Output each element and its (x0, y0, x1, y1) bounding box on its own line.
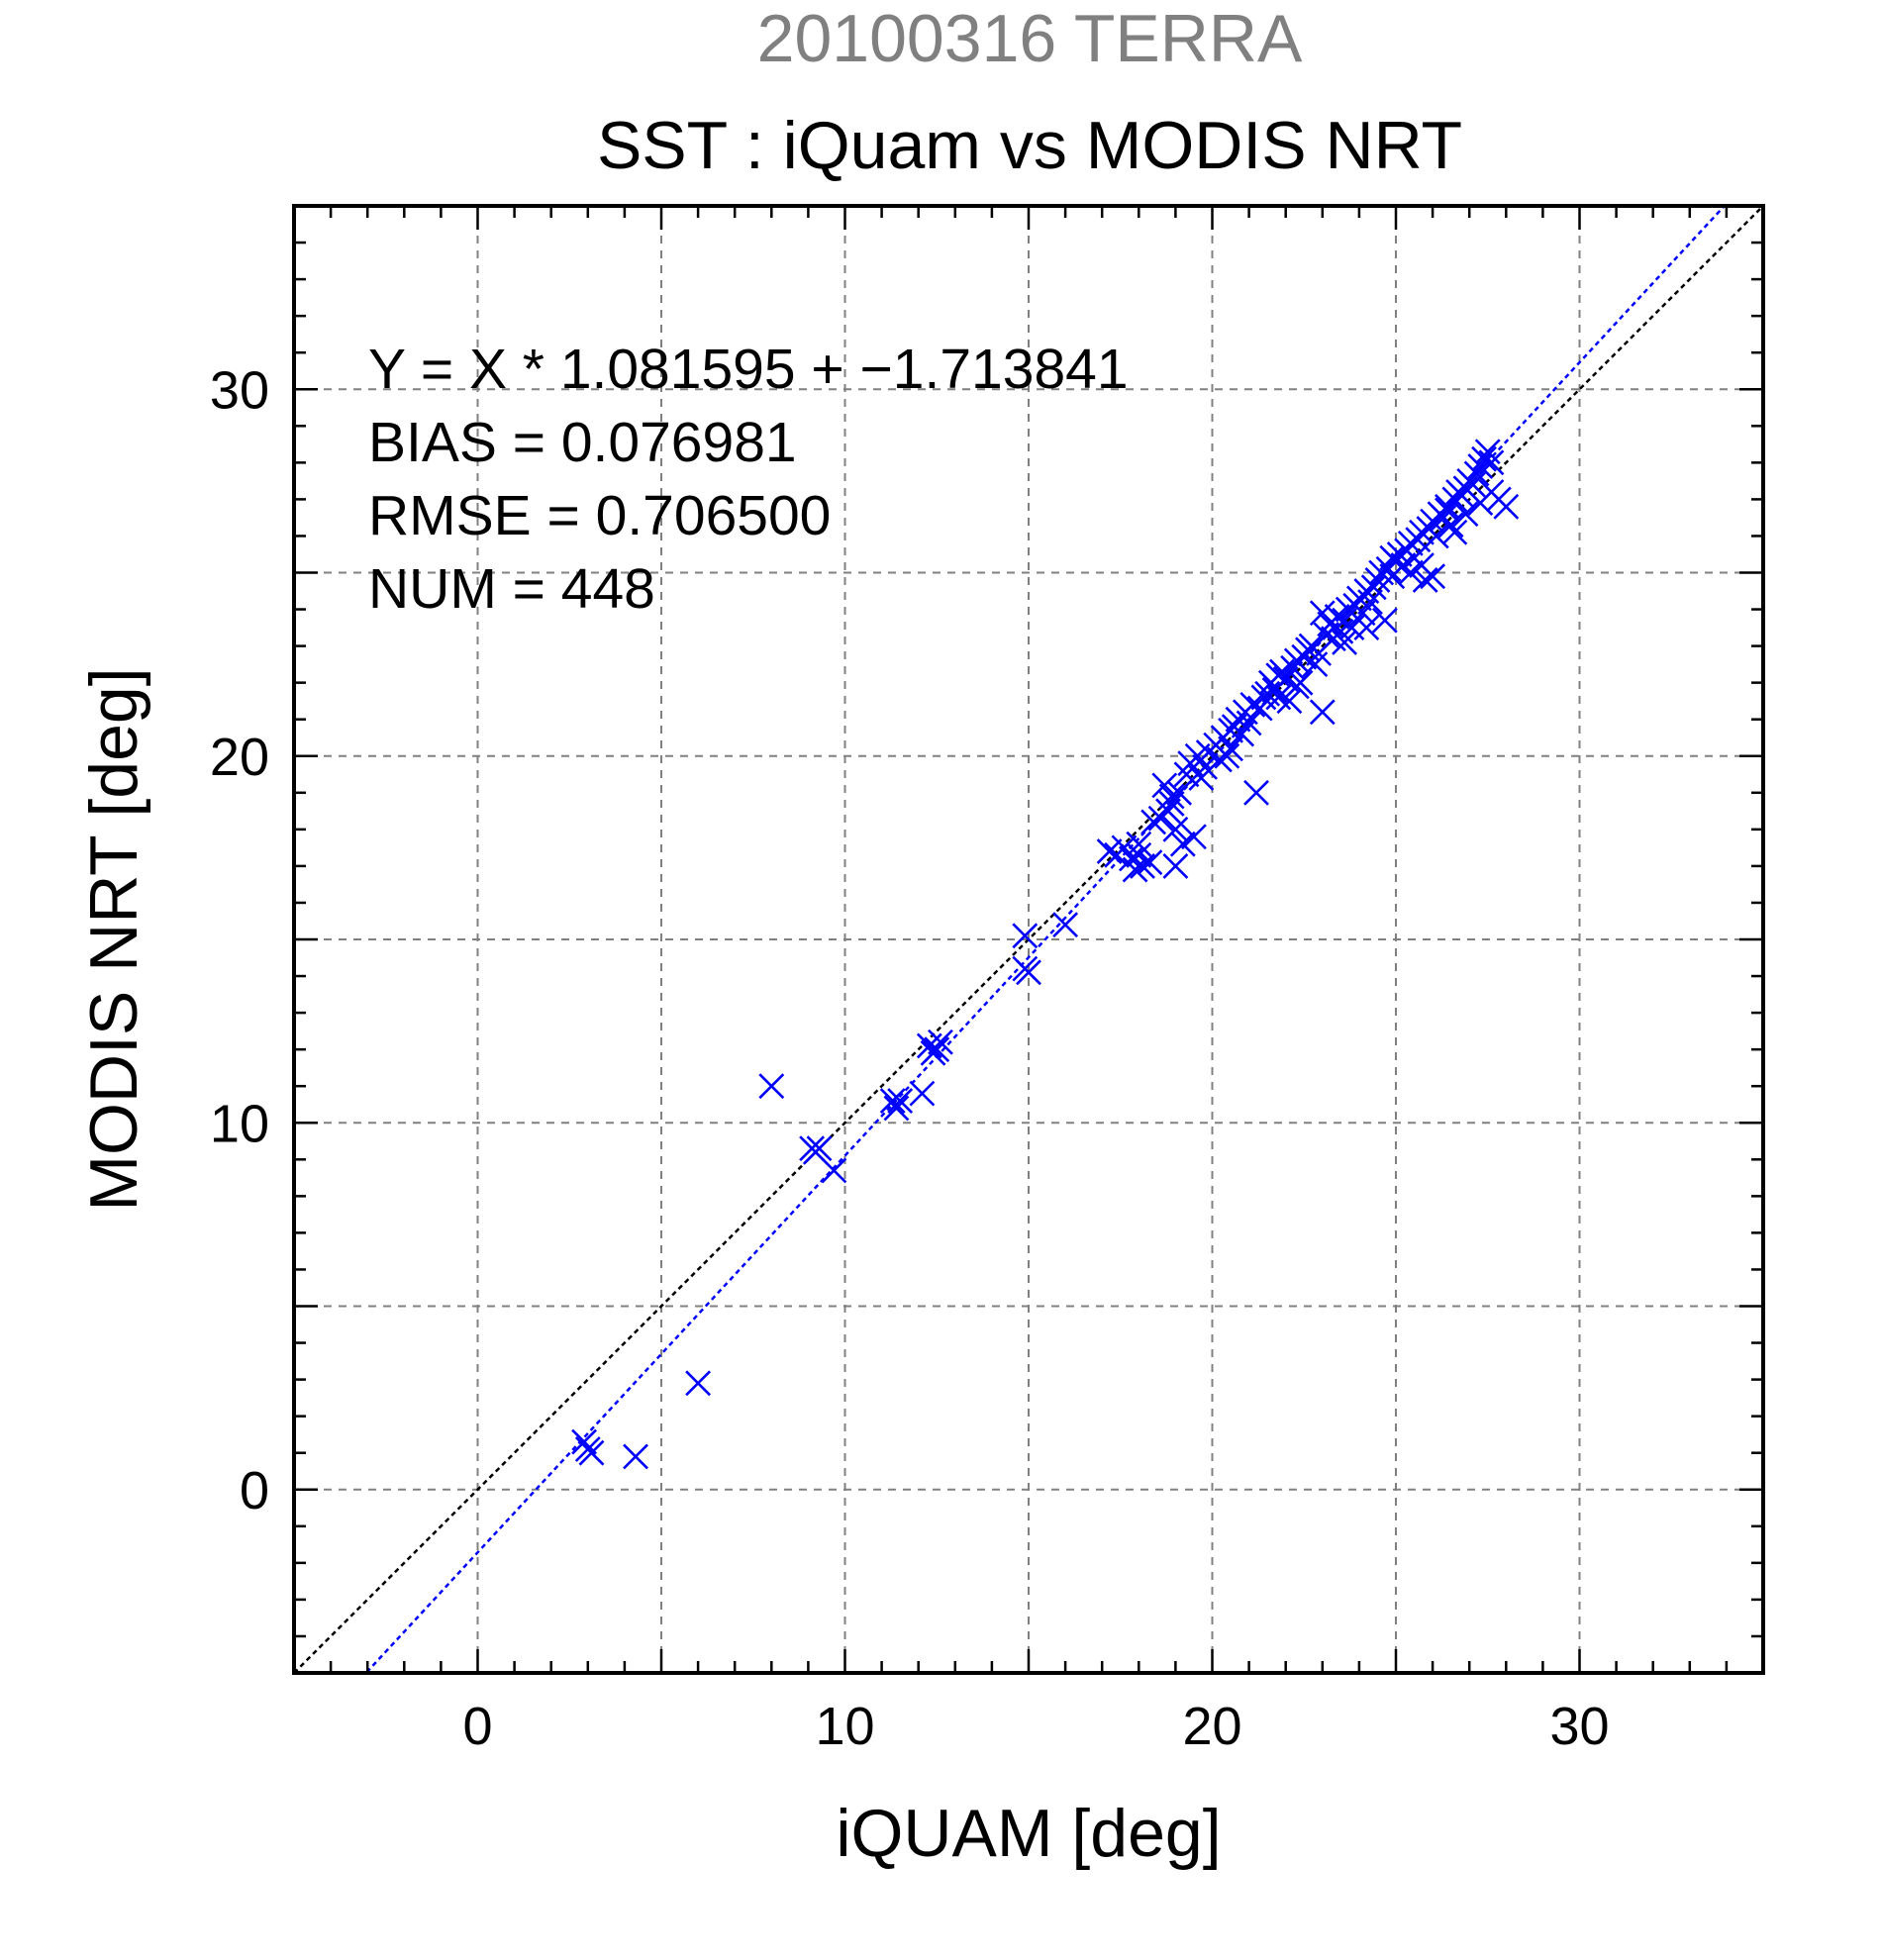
scatter-point (1452, 501, 1479, 528)
scatter-point (1188, 765, 1215, 791)
scatter-point (1155, 798, 1181, 825)
scatter-point (1349, 600, 1376, 627)
scatter-point (1353, 615, 1380, 640)
scatter-point (1332, 629, 1357, 655)
y-tick-label: 0 (240, 1461, 269, 1520)
fit-statistics: Y = X * 1.081595 + −1.713841 BIAS = 0.07… (368, 338, 1129, 621)
scatter-point (1122, 856, 1148, 883)
scatter-point (1309, 699, 1336, 726)
scatter-point (1181, 824, 1207, 850)
scatter-point (879, 1088, 906, 1114)
scatter-point (920, 1039, 946, 1066)
scatter-point (1151, 772, 1178, 799)
fit-equation: Y = X * 1.081595 + −1.713841 (368, 338, 1129, 401)
scatter-point (1229, 721, 1255, 747)
scatter-point (1357, 589, 1383, 616)
scatter-point (1360, 574, 1387, 601)
scatter-point (1412, 566, 1438, 593)
scatter-point (1397, 559, 1424, 586)
scatter-points (571, 439, 1520, 1470)
scatter-point (1309, 600, 1336, 627)
scatter-point (1012, 923, 1039, 949)
scatter-point (1471, 445, 1497, 472)
scatter-point (1437, 512, 1464, 539)
scatter-point (1441, 519, 1468, 545)
scatter-point (1239, 691, 1266, 718)
scatter-point (1096, 838, 1123, 864)
scatter-point (1218, 735, 1243, 762)
y-axis-label: MODIS NRT [deg] (76, 667, 151, 1211)
scatter-point (1126, 831, 1152, 857)
regression-fit-line (364, 206, 1727, 1673)
y-tick-label: 10 (210, 1094, 269, 1153)
scatter-point (1409, 552, 1435, 579)
scatter-point (1052, 912, 1079, 938)
x-tick-label: 20 (1182, 1697, 1241, 1756)
scatter-point (1463, 460, 1490, 487)
scatter-point (1272, 666, 1299, 692)
x-tick-labels: 0 10 20 30 (462, 1697, 1609, 1756)
scatter-point (1291, 643, 1318, 670)
scatter-point (1016, 959, 1041, 986)
chart-title: SST : iQuam vs MODIS NRT (597, 108, 1462, 183)
scatter-point (1283, 673, 1310, 700)
scatter-point (1243, 779, 1269, 806)
scatter-point (1379, 544, 1406, 571)
scatter-point (909, 1080, 936, 1107)
grid-lines (294, 206, 1763, 1673)
scatter-point (1265, 684, 1292, 711)
scatter-point (685, 1370, 712, 1397)
scatter-point (883, 1095, 910, 1122)
scatter-point (1158, 790, 1185, 817)
scatter-point (1158, 783, 1185, 810)
y-tick-labels: 0 10 20 30 (210, 360, 269, 1520)
scatter-point (1478, 449, 1505, 476)
bias-value: BIAS = 0.076981 (368, 411, 797, 474)
scatter-point (1371, 607, 1398, 634)
y-tick-label: 20 (210, 728, 269, 787)
x-axis-label: iQUAM [deg] (836, 1796, 1221, 1871)
rmse-value: RMSE = 0.706500 (368, 484, 831, 547)
x-tick-label: 10 (815, 1697, 874, 1756)
x-tick-label: 0 (462, 1697, 492, 1756)
scatter-point (1166, 779, 1193, 806)
scatter-point (1162, 852, 1189, 879)
y-tick-label: 30 (210, 360, 269, 420)
scatter-point (1214, 742, 1240, 769)
scatter-point (1137, 849, 1163, 876)
num-value: NUM = 448 (368, 557, 655, 621)
scatter-point (821, 1157, 847, 1184)
scatter-point (928, 1029, 953, 1055)
scatter-point (887, 1088, 914, 1114)
x-tick-label: 30 (1549, 1697, 1609, 1756)
chart-supertitle: 20100316 TERRA (757, 1, 1303, 76)
scatter-point (574, 1436, 601, 1462)
scatter-point (1467, 490, 1494, 517)
scatter-point (1324, 604, 1350, 630)
scatter-point (623, 1443, 648, 1470)
scatter-point (571, 1428, 598, 1455)
axis-ticks (292, 204, 1765, 1675)
scatter-point (1130, 852, 1155, 879)
scatter-point (758, 1073, 785, 1100)
scatter-point (1162, 816, 1189, 842)
scatter-point (1169, 831, 1196, 857)
